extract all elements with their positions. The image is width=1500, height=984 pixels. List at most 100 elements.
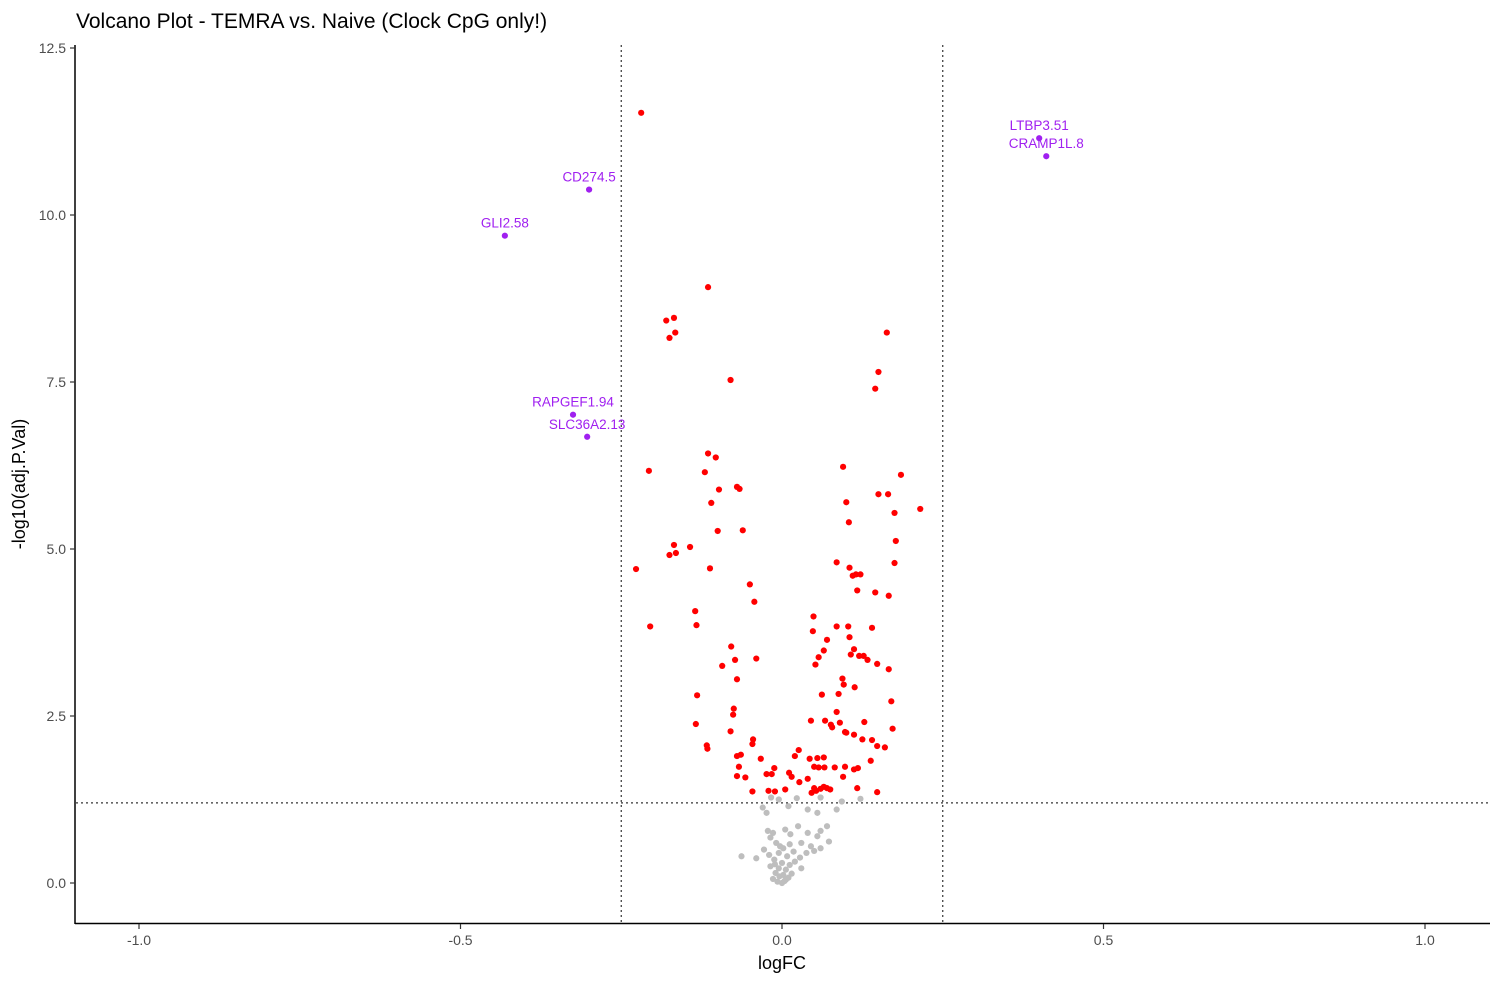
significant-point bbox=[782, 786, 789, 793]
nonsignificant-point bbox=[807, 843, 815, 850]
nonsignificant-point bbox=[833, 806, 840, 813]
significant-point bbox=[714, 527, 721, 535]
nonsignificant-point bbox=[838, 798, 845, 805]
y-tick-label: 5.0 bbox=[47, 541, 67, 557]
nonsignificant-point bbox=[775, 796, 782, 803]
significant-point bbox=[891, 559, 898, 567]
nonsignificant-point bbox=[775, 865, 782, 872]
significant-point bbox=[846, 564, 853, 571]
x-tick-label: 1.0 bbox=[1415, 932, 1435, 948]
significant-point bbox=[733, 752, 741, 760]
significant-point bbox=[892, 537, 899, 545]
significant-point bbox=[632, 565, 640, 573]
nonsignificant-point bbox=[804, 806, 811, 813]
chart-title: Volcano Plot - TEMRA vs. Naive (Clock Cp… bbox=[76, 10, 547, 33]
highlighted-point-label: SLC36A2.13 bbox=[549, 417, 626, 432]
y-tick-label: 0.0 bbox=[47, 875, 67, 891]
significant-point bbox=[872, 589, 879, 596]
significant-point bbox=[875, 491, 882, 498]
nonsignificant-point bbox=[769, 829, 777, 837]
significant-point bbox=[833, 708, 840, 716]
significant-point bbox=[712, 454, 719, 461]
nonsignificant-point bbox=[787, 831, 794, 838]
nonsignificant-point bbox=[781, 877, 788, 885]
nonsignificant-point bbox=[793, 795, 800, 802]
x-axis-title: logFC bbox=[758, 953, 806, 973]
significant-point bbox=[867, 757, 874, 764]
threshold-lines bbox=[76, 45, 1490, 923]
nonsignificant-point bbox=[811, 847, 818, 855]
significant-point bbox=[872, 385, 879, 392]
significant-point bbox=[897, 471, 905, 478]
significant-point bbox=[829, 724, 836, 731]
significant-point bbox=[881, 744, 888, 751]
nonsignificant-point bbox=[796, 854, 804, 861]
significant-point bbox=[666, 551, 673, 559]
significant-point bbox=[763, 771, 770, 778]
highlighted-point bbox=[584, 433, 591, 440]
significant-point bbox=[733, 676, 741, 683]
highlighted-point-label: CRAMP1L.8 bbox=[1009, 136, 1084, 151]
nonsignificant-point bbox=[759, 804, 766, 811]
significant-point bbox=[733, 773, 741, 780]
significant-point bbox=[839, 675, 846, 682]
significant-point bbox=[728, 643, 735, 650]
nonsignificant-point bbox=[791, 858, 798, 865]
nonsignificant-point bbox=[857, 795, 864, 802]
significant-point bbox=[821, 717, 829, 724]
highlighted-point bbox=[1036, 135, 1043, 142]
significant-point bbox=[749, 736, 757, 743]
nonsignificant-point bbox=[778, 859, 786, 867]
significant-point bbox=[840, 681, 847, 688]
significant-point bbox=[704, 284, 712, 291]
significant-point bbox=[888, 698, 895, 705]
nonsignificant-point bbox=[786, 861, 793, 869]
significant-point bbox=[670, 541, 678, 549]
highlighted-points: LTBP3.51 CRAMP1L.8 CD274.5 GLI2.58 RAPGEF1.9… bbox=[481, 118, 1084, 440]
x-tick-label: 0.0 bbox=[772, 932, 792, 948]
significant-point bbox=[757, 755, 764, 762]
significant-point bbox=[715, 486, 723, 493]
nonsignificant-point bbox=[771, 856, 778, 863]
significant-point bbox=[686, 543, 694, 551]
significant-point bbox=[791, 752, 798, 760]
significant-point bbox=[864, 656, 871, 663]
significant-point bbox=[885, 666, 892, 673]
highlighted-point bbox=[1043, 153, 1050, 160]
nonsignificant-point bbox=[784, 853, 791, 860]
significant-point bbox=[812, 661, 819, 668]
significant-point bbox=[846, 634, 853, 641]
y-ticks: 0.0 2.5 5.0 7.5 10.0 12.5 bbox=[39, 40, 75, 891]
nonsignificant-point bbox=[782, 826, 789, 833]
significant-point bbox=[833, 623, 840, 630]
nonsignificant-point bbox=[766, 851, 773, 859]
significant-point bbox=[849, 572, 856, 579]
significant-point bbox=[735, 763, 743, 770]
significant-point bbox=[874, 742, 881, 750]
significant-point bbox=[746, 581, 753, 588]
nonsignificant-point bbox=[760, 846, 768, 853]
significant-point bbox=[739, 527, 746, 534]
significant-point bbox=[854, 587, 861, 594]
significant-point bbox=[874, 789, 881, 796]
significant-point bbox=[730, 705, 737, 712]
significant-point bbox=[719, 662, 726, 670]
highlighted-point bbox=[586, 186, 593, 193]
highlighted-point-label: GLI2.58 bbox=[481, 216, 529, 231]
significant-point bbox=[818, 691, 825, 698]
nonsignificant-point bbox=[753, 855, 760, 862]
nonsignificant-point bbox=[738, 853, 745, 860]
significant-point bbox=[706, 565, 714, 572]
significant-point bbox=[638, 109, 645, 116]
y-tick-label: 2.5 bbox=[47, 708, 67, 724]
significant-point bbox=[727, 376, 734, 384]
nonsignificant-point bbox=[825, 838, 833, 845]
significant-point bbox=[833, 559, 840, 566]
significant-point bbox=[868, 624, 876, 631]
x-tick-label: -0.5 bbox=[448, 932, 472, 948]
significant-point bbox=[672, 329, 679, 336]
y-axis-title: -log10(adj.P.Val) bbox=[9, 419, 29, 549]
nonsignificant-point bbox=[817, 845, 824, 852]
nonsignificant-point bbox=[775, 849, 782, 857]
highlighted-point-label: LTBP3.51 bbox=[1010, 118, 1069, 133]
